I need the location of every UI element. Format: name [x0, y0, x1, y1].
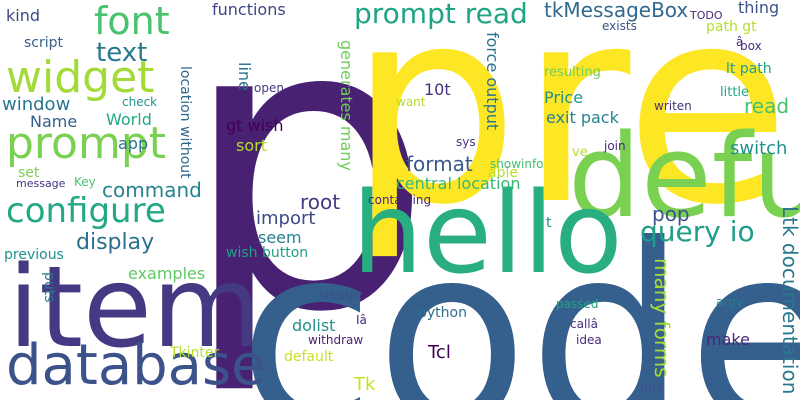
word-idea: idea — [576, 334, 602, 346]
word-usage: usage — [320, 288, 362, 302]
word-format: format — [406, 154, 473, 174]
word-open: open — [254, 82, 284, 94]
word-name: Name — [30, 114, 77, 130]
word-python: python — [418, 306, 467, 320]
word-key: Key — [74, 176, 96, 188]
word-world: World — [106, 112, 152, 128]
word-read: read — [744, 96, 789, 116]
word-message: message — [16, 178, 65, 189]
word-switch: switch — [730, 140, 787, 158]
word-dolist: dolist — [292, 318, 335, 334]
word-want: want — [396, 96, 425, 108]
word-gt-wish: gt wish — [226, 118, 284, 134]
word-ve: ve — [572, 146, 588, 159]
word-little: little — [720, 86, 749, 99]
word-10t: 10t — [424, 82, 451, 98]
word-puts: puts — [42, 272, 56, 303]
word-line: line — [236, 62, 252, 91]
word-writen: writen — [654, 100, 692, 112]
word-many-forms: many forms — [652, 258, 672, 378]
word-script: script — [24, 36, 63, 50]
word-lt-path: lt path — [726, 62, 772, 76]
word-functions: functions — [212, 2, 286, 18]
word-generates-many: generates many — [338, 40, 354, 171]
word-sort: sort — [236, 138, 267, 154]
word-database: database — [6, 338, 266, 394]
word-argv: argv — [716, 296, 743, 308]
word-default: default — [284, 350, 333, 364]
word-passed: passed — [556, 298, 598, 310]
word-import: import — [256, 210, 315, 228]
word-examples: examples — [128, 266, 205, 282]
word-pop: pop — [652, 204, 690, 224]
word-seem: seem — [258, 230, 302, 246]
word-a: â — [736, 36, 743, 48]
word-text: text — [96, 40, 147, 66]
word-font: font — [94, 2, 170, 40]
word-previous: previous — [4, 248, 64, 262]
word-price: Price — [544, 90, 583, 106]
word-showinfo: showinfo — [490, 158, 544, 170]
word-kind: kind — [6, 8, 40, 24]
word-location-without: location without — [178, 66, 192, 179]
word-tcl: Tcl — [428, 344, 451, 362]
word-title: title — [640, 382, 663, 394]
word-exists: exists — [602, 20, 637, 32]
word-check: check — [122, 96, 157, 108]
word-exit-pack: exit pack — [546, 110, 619, 126]
word-make: make — [706, 332, 750, 348]
word-force-output: force output — [484, 32, 500, 130]
word-command: command — [102, 180, 202, 200]
word-i: Iâ — [356, 314, 367, 326]
word-todo: TODO — [690, 10, 723, 21]
word-tkmessagebox: tkMessageBox — [544, 0, 688, 20]
word-ltk-documentation: Ltk documentation — [780, 206, 800, 394]
word-withdraw: withdraw — [308, 334, 363, 346]
word-call: callâ — [570, 318, 598, 330]
word-resulting: resulting — [544, 66, 601, 79]
word-display: display — [76, 232, 154, 254]
word-path-gt: path gt — [706, 20, 757, 34]
word-wish-button: wish button — [226, 246, 308, 260]
word-containing: containing — [368, 194, 431, 206]
word-tk: Tk — [354, 376, 375, 394]
word-app: app — [118, 136, 148, 152]
word-t: t — [546, 216, 552, 230]
word-prompt-read: prompt read — [354, 0, 528, 28]
word-sys: sys — [456, 136, 476, 148]
word-join: join — [604, 140, 626, 152]
word-tkinter: Tkinter — [170, 346, 219, 360]
word-thing: thing — [738, 0, 779, 16]
